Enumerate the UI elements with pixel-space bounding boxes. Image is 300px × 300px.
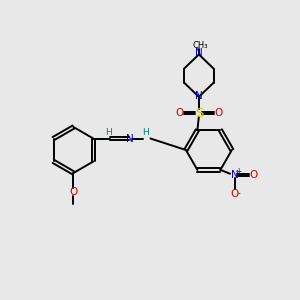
Text: O: O (230, 189, 238, 199)
Text: O: O (214, 108, 222, 118)
Text: N: N (126, 134, 134, 143)
Text: H: H (106, 128, 112, 137)
Text: CH₃: CH₃ (193, 41, 208, 50)
Text: O: O (175, 108, 184, 118)
Text: O: O (69, 187, 78, 197)
Text: N: N (195, 91, 203, 101)
Text: S: S (195, 106, 203, 119)
Text: O: O (250, 170, 258, 180)
Text: N: N (195, 48, 203, 58)
Text: N: N (231, 170, 239, 180)
Text: -: - (237, 189, 240, 198)
Text: +: + (236, 167, 242, 176)
Text: H: H (142, 128, 149, 137)
